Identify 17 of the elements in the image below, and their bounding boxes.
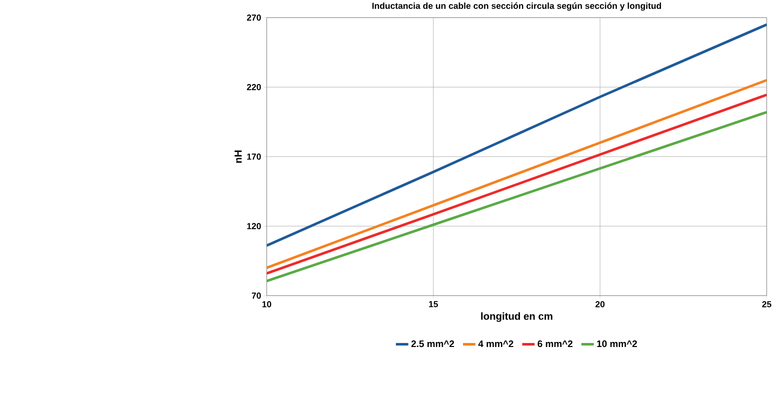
x-tick-label: 20 <box>595 301 605 308</box>
y-tick-label: 220 <box>246 84 261 90</box>
chart-title: Inductancia de un cable con sección circula según sección y longitud <box>372 2 662 11</box>
legend-label: 2.5 mm^2 <box>411 340 454 348</box>
y-tick-label: 270 <box>246 14 261 21</box>
legend-label: 10 mm^2 <box>597 340 637 348</box>
y-tick-label: 170 <box>247 154 261 160</box>
x-tick-label: 25 <box>762 301 772 308</box>
line-series <box>266 23 767 247</box>
legend-label: 4 mm^2 <box>478 340 514 347</box>
y-axis-title: nH <box>234 150 242 163</box>
x-tick-label: 10 <box>262 301 272 308</box>
y-tick-label: 120 <box>247 223 261 230</box>
y-tick-label: 70 <box>252 292 261 299</box>
legend-label: 6 mm^2 <box>538 340 572 348</box>
x-axis-title: longitud en cm <box>481 312 552 322</box>
x-tick-label: 15 <box>429 301 438 308</box>
